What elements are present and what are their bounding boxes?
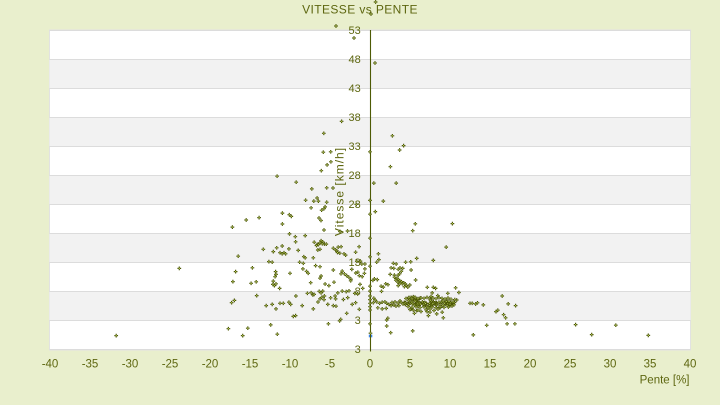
svg-text:3: 3 [355, 344, 361, 356]
svg-text:-5: -5 [325, 359, 335, 371]
svg-text:15: 15 [484, 359, 497, 371]
svg-text:10: 10 [444, 359, 457, 371]
svg-text:53: 53 [349, 25, 361, 37]
svg-text:0: 0 [367, 359, 373, 371]
svg-text:40: 40 [684, 359, 697, 371]
svg-text:Pente [%]: Pente [%] [640, 375, 690, 387]
svg-text:33: 33 [349, 141, 361, 153]
svg-text:-10: -10 [282, 359, 299, 371]
svg-text:VITESSE vs PENTE: VITESSE vs PENTE [302, 2, 418, 16]
svg-text:-30: -30 [122, 359, 139, 371]
svg-text:48: 48 [349, 54, 361, 66]
svg-text:30: 30 [604, 359, 617, 371]
svg-text:-20: -20 [202, 359, 219, 371]
svg-text:38: 38 [349, 112, 361, 124]
svg-text:43: 43 [349, 83, 361, 95]
svg-text:28: 28 [349, 170, 361, 182]
svg-text:13: 13 [349, 257, 361, 269]
svg-text:20: 20 [524, 359, 537, 371]
svg-text:18: 18 [349, 228, 361, 240]
svg-text:-35: -35 [82, 359, 99, 371]
svg-text:35: 35 [644, 359, 657, 371]
svg-text:-25: -25 [162, 359, 179, 371]
svg-text:8: 8 [355, 286, 361, 298]
svg-text:-40: -40 [42, 359, 59, 371]
svg-text:5: 5 [407, 359, 413, 371]
svg-text:3: 3 [355, 315, 361, 327]
svg-text:23: 23 [349, 199, 361, 211]
svg-text:Vitesse [km/h]: Vitesse [km/h] [333, 147, 347, 236]
svg-text:-15: -15 [242, 359, 259, 371]
svg-text:25: 25 [564, 359, 577, 371]
